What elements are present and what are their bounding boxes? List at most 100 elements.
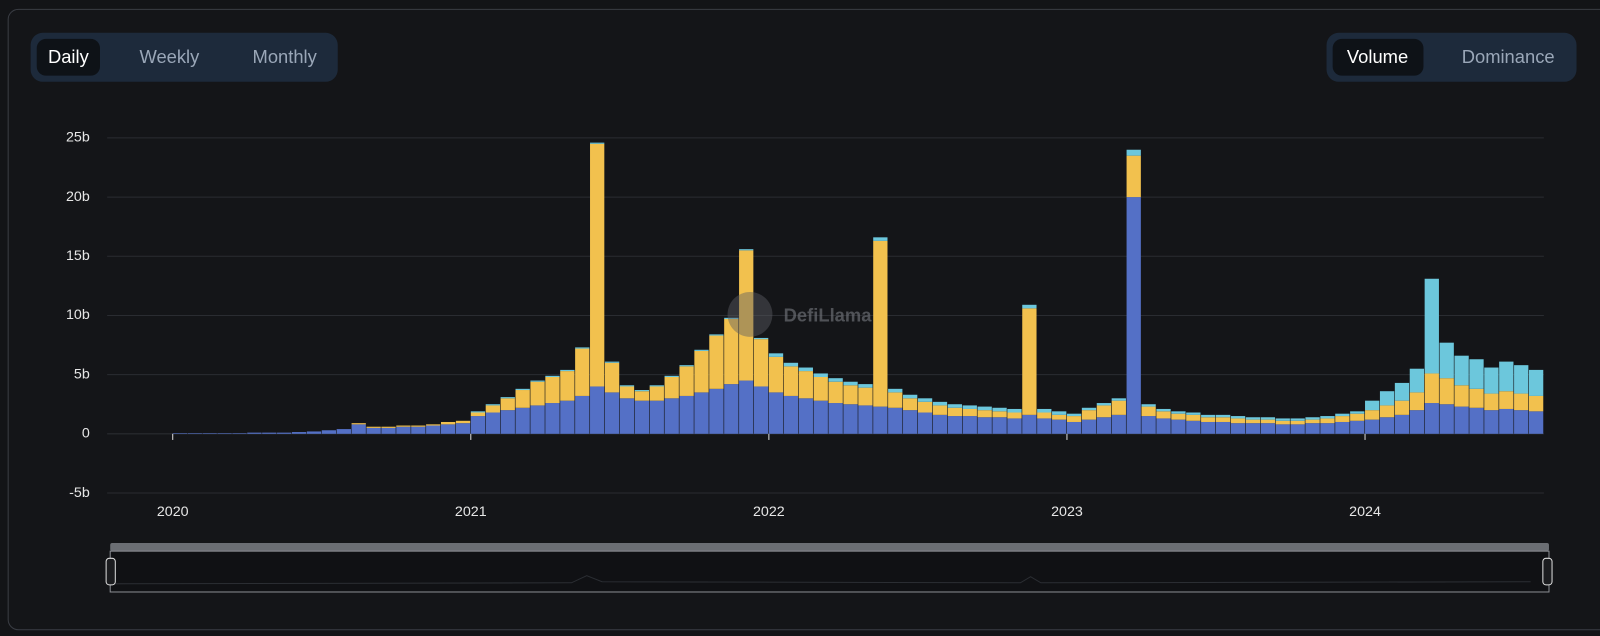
bar-segment (858, 405, 873, 434)
bar-segment (1350, 413, 1365, 421)
bar-segment (828, 381, 843, 404)
bar-segment (396, 425, 411, 427)
bar-segment (440, 424, 456, 434)
bar-segment (1156, 408, 1171, 412)
bar-segment (1215, 417, 1231, 422)
bar-segment (396, 426, 411, 434)
bar-segment (649, 400, 664, 434)
bar-segment (992, 407, 1007, 412)
bar-segment (783, 395, 799, 434)
bar-segment (1126, 149, 1141, 156)
bar-segment (709, 388, 724, 434)
view-button[interactable]: Dominance (1462, 46, 1555, 67)
bar-segment (1290, 424, 1305, 434)
bar-segment (1484, 410, 1499, 434)
bar-segment (1379, 391, 1395, 406)
bar-segment (768, 392, 784, 434)
bar-segment (1394, 414, 1410, 434)
bar-segment (1305, 417, 1320, 420)
navigator-handle[interactable] (1542, 557, 1553, 586)
bar-segment (739, 250, 754, 381)
bar-segment (381, 426, 396, 428)
bar-segment (1484, 367, 1499, 394)
bar-segment (1007, 418, 1022, 434)
bar-segment (1052, 411, 1067, 415)
bar-segment (932, 401, 948, 406)
bar-segment (1201, 414, 1216, 418)
bar-segment (962, 408, 977, 417)
bar-segment (1528, 395, 1544, 412)
bar-segment (545, 375, 560, 377)
x-tick-label: 2022 (753, 504, 785, 520)
bar-segment (873, 240, 888, 407)
bar-segment (1245, 417, 1261, 420)
bar-segment (962, 405, 977, 409)
bar-segment (1230, 418, 1246, 424)
bar-segment (1141, 404, 1156, 407)
period-button[interactable]: Daily (48, 46, 90, 67)
bar-segment (753, 386, 769, 434)
bar-segment (724, 319, 739, 385)
x-tick-label: 2020 (157, 504, 189, 520)
bar-segment (1275, 424, 1290, 434)
bar-segment (530, 381, 545, 406)
bar-segment (1335, 421, 1350, 434)
bar-segment (709, 334, 724, 336)
bar-segment (1350, 411, 1365, 414)
bar-segment (515, 388, 530, 391)
bar-segment (1439, 342, 1454, 379)
navigator-handle[interactable] (105, 557, 116, 586)
bar-segment (545, 377, 560, 404)
bar-segment (947, 407, 963, 417)
bar-segment (1111, 398, 1126, 401)
bar-segment (664, 375, 679, 377)
bar-segment (440, 421, 456, 425)
bar-segment (172, 433, 188, 434)
bar-segment (1022, 308, 1037, 415)
bar-segment (187, 433, 202, 434)
bar-segment (1081, 407, 1097, 411)
bar-segment (1394, 382, 1410, 401)
bar-segment (1037, 408, 1052, 413)
bar-segment (694, 392, 709, 434)
bar-segment (917, 412, 933, 434)
bar-segment (575, 348, 590, 396)
navigator-scrollbar[interactable] (110, 543, 1549, 552)
bar-segment (783, 366, 799, 396)
bar-segment (694, 350, 709, 393)
bar-segment (679, 365, 694, 367)
bar-segment (485, 405, 500, 413)
bar-segment (1469, 388, 1484, 408)
bar-segment (217, 433, 232, 434)
bar-segment (604, 361, 620, 363)
bar-segment (1365, 400, 1380, 411)
bar-segment (1245, 419, 1261, 424)
bar-segment (679, 395, 694, 434)
bar-segment (515, 390, 530, 408)
bar-segment (530, 405, 545, 434)
bar-segment (873, 406, 888, 434)
period-button[interactable]: Weekly (139, 46, 200, 67)
bar-segment (1037, 412, 1052, 419)
bar-segment (277, 432, 292, 434)
bar-segment (411, 426, 426, 434)
bar-segment (1156, 418, 1171, 434)
bar-segment (1201, 417, 1216, 422)
bar-segment (634, 400, 650, 434)
bar-segment (1290, 418, 1305, 421)
bar-segment (1245, 423, 1261, 434)
bar-segment (888, 392, 903, 408)
bar-segment (1335, 413, 1350, 417)
view-button[interactable]: Volume (1347, 46, 1408, 67)
bar-segment (1514, 410, 1529, 434)
bar-segment (1499, 391, 1514, 409)
bar-segment (1394, 400, 1410, 415)
bar-segment (873, 237, 888, 241)
bar-segment (947, 416, 963, 434)
navigator[interactable] (109, 550, 1550, 593)
bar-segment (1290, 420, 1305, 425)
period-button[interactable]: Monthly (253, 46, 318, 67)
bar-segment (1514, 393, 1529, 411)
bar-segment (739, 249, 754, 251)
